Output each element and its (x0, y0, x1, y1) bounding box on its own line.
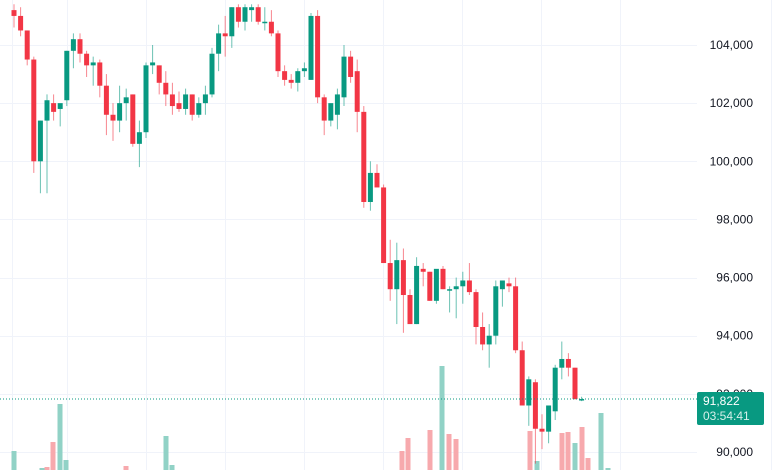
price-axis-label: 98,000 (716, 212, 753, 226)
volume-bars (11, 366, 611, 470)
price-axis-label: 100,000 (710, 154, 754, 168)
price-axis-label: 102,000 (710, 96, 754, 110)
last-price-value: 91,822 (703, 394, 740, 408)
scale-separator (771, 0, 772, 470)
price-axis[interactable]: 90,00092,00094,00096,00098,000100,000102… (710, 38, 754, 459)
price-axis-label: 94,000 (716, 329, 753, 343)
bar-countdown: 03:54:41 (703, 409, 750, 423)
last-price-tag: 91,822 03:54:41 (697, 392, 764, 425)
price-axis-label: 96,000 (716, 271, 753, 285)
candles (11, 4, 585, 464)
price-axis-label: 104,000 (710, 38, 754, 52)
price-axis-label: 90,000 (716, 445, 753, 459)
